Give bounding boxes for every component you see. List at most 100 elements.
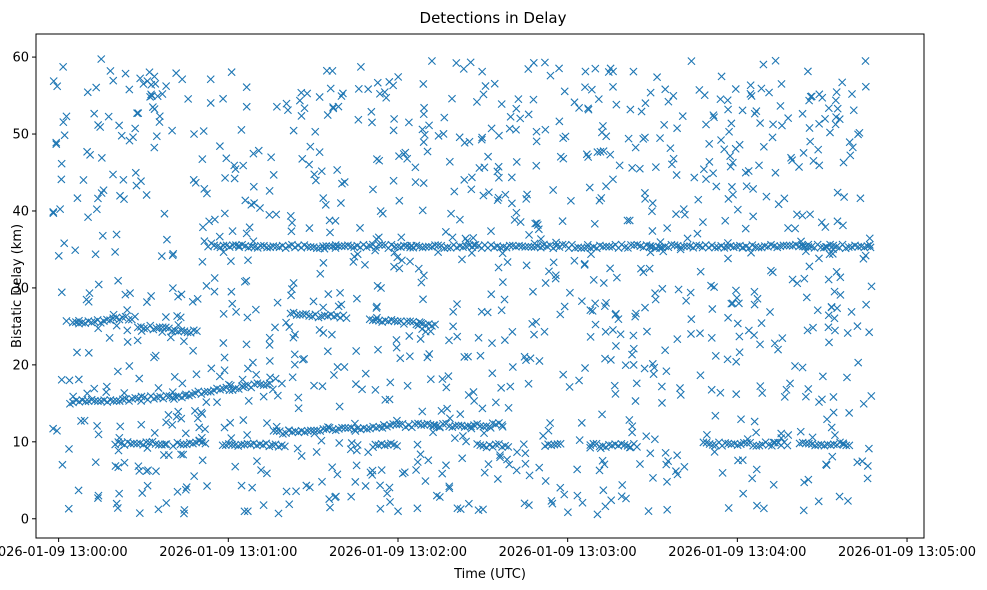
scatter-point [442,383,451,392]
scatter-point [406,257,415,266]
scatter-point [298,310,307,319]
scatter-point [724,313,733,322]
scatter-point [419,295,428,304]
scatter-point [125,362,134,370]
scatter-point [709,111,718,120]
scatter-point [115,489,124,498]
scatter-point [189,175,198,184]
scatter-point [623,216,632,225]
scatter-point [456,505,465,514]
scatter-point [749,212,758,221]
scatter-point [69,392,78,401]
scatter-point [200,387,209,396]
scatter-point [555,64,564,73]
scatter-point [640,364,649,373]
scatter-point [449,322,458,331]
scatter-point [561,132,570,141]
scatter-point [152,132,161,141]
scatter-point [532,137,541,146]
scatter-point [354,84,363,93]
scatter-point [784,431,793,440]
scatter-point [442,461,450,470]
scatter-point [311,176,320,185]
scatter-point [765,88,774,97]
scatter-point [535,356,544,365]
scatter-point [539,431,548,440]
scatter-point [814,254,823,263]
scatter-point [829,408,838,417]
scatter-point [811,441,820,450]
scatter-point [795,439,804,448]
scatter-point [230,174,239,183]
scatter-point [124,315,133,324]
scatter-point [282,487,291,496]
scatter-point [371,385,380,394]
scatter-point [259,501,268,510]
scatter-point [162,391,171,400]
scatter-point [459,64,468,73]
scatter-point [310,381,319,390]
scatter-point [757,319,766,328]
scatter-point [796,427,805,436]
scatter-point [310,426,318,435]
scatter-point [423,147,432,156]
scatter-point [836,290,845,299]
scatter-point [228,227,237,236]
scatter-point [427,56,436,65]
scatter-point [762,192,771,201]
scatter-point [198,257,207,266]
scatter-point [419,79,428,88]
scatter-point [532,317,541,326]
scatter-point [109,314,118,323]
scatter-point [121,290,130,299]
scatter-point [498,278,507,287]
scatter-point [635,164,644,173]
scatter-point [731,85,740,94]
scatter-point [445,482,454,491]
scatter-point [471,240,480,249]
scatter-point [373,78,382,87]
scatter-point [319,303,328,312]
scatter-point [190,472,199,481]
scatter-point [598,410,607,419]
scatter-point [190,406,199,415]
scatter-point [158,90,167,98]
scatter-point [242,102,251,111]
scatter-point [133,336,142,345]
scatter-point [303,89,312,98]
scatter-point [627,241,636,249]
scatter-point [673,335,682,344]
scatter-point [271,323,280,332]
scatter-point [161,313,170,322]
scatter-point [802,293,811,302]
scatter-point [449,307,458,316]
scatter-point [460,175,469,184]
scatter-point [243,431,252,439]
scatter-point [93,494,102,503]
scatter-point [372,303,381,312]
y-tick-label: 60 [12,51,29,66]
scatter-point [672,210,681,219]
scatter-point [94,280,103,289]
scatter-point [447,209,456,218]
scatter-point [146,321,155,330]
scatter-point [615,161,624,170]
scatter-point [362,424,371,433]
scatter-point [504,442,513,451]
scatter-point [686,288,695,297]
scatter-point [135,509,144,518]
scatter-point [530,330,539,339]
scatter-point [269,242,278,251]
scatter-point [625,416,634,424]
scatter-point [710,447,719,456]
scatter-point [770,438,779,447]
scatter-point [476,441,485,450]
scatter-point [393,253,402,262]
scatter-point [434,248,443,257]
scatter-point [826,441,835,450]
scatter-point [458,454,467,463]
scatter-point [506,112,515,121]
scatter-point [395,152,403,161]
scatter-point [640,133,649,142]
scatter-point [522,261,531,270]
